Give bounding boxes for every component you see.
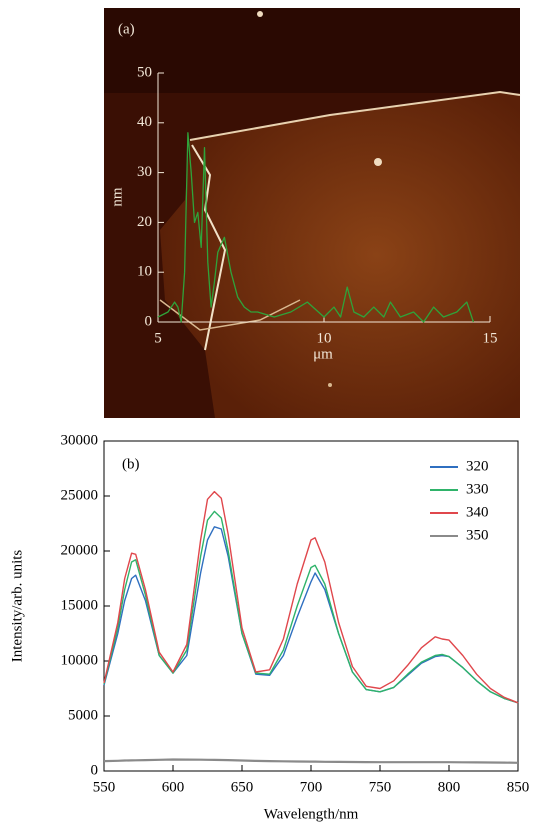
y-tick-label: 0 [91, 762, 99, 778]
x-tick-label: 850 [507, 779, 530, 795]
x-axis-label: μm [313, 346, 333, 362]
x-tick-label: 650 [231, 779, 254, 795]
y-tick-label: 30000 [61, 432, 99, 448]
y-tick-label: 25000 [61, 487, 99, 503]
x-tick-label: 600 [162, 779, 185, 795]
legend-label: 330 [466, 481, 489, 497]
series-line [103, 510, 519, 704]
y-tick-label: 20000 [61, 542, 99, 558]
y-axis-label: Intensity/arb. units [9, 550, 25, 663]
panel-label: (b) [122, 456, 140, 472]
x-tick-label: 750 [369, 779, 392, 795]
series-line [103, 526, 519, 704]
y-tick-label: 40 [137, 114, 152, 130]
series-line [103, 758, 519, 764]
afm-image [104, 8, 521, 418]
y-tick-label: 5000 [68, 707, 98, 723]
y-axis-label: nm [109, 187, 125, 207]
x-tick-label: 5 [154, 330, 162, 346]
x-tick-label: 800 [438, 779, 461, 795]
y-tick-label: 10 [137, 264, 152, 280]
series-line [157, 132, 475, 323]
x-tick-label: 550 [93, 779, 116, 795]
x-tick-label: 15 [483, 330, 498, 346]
y-tick-label: 15000 [61, 597, 99, 613]
legend-label: 340 [466, 504, 489, 520]
y-tick-label: 0 [145, 313, 153, 329]
legend-label: 350 [466, 527, 489, 543]
x-tick-label: 10 [317, 330, 332, 346]
y-tick-label: 20 [137, 214, 152, 230]
x-tick-label: 700 [300, 779, 323, 795]
y-tick-label: 50 [137, 64, 152, 80]
x-axis-label: Wavelength/nm [264, 806, 359, 822]
legend-label: 320 [466, 458, 489, 474]
y-tick-label: 30 [137, 164, 152, 180]
y-tick-label: 10000 [61, 652, 99, 668]
panel-label: (a) [118, 21, 135, 37]
series-line [103, 490, 519, 704]
